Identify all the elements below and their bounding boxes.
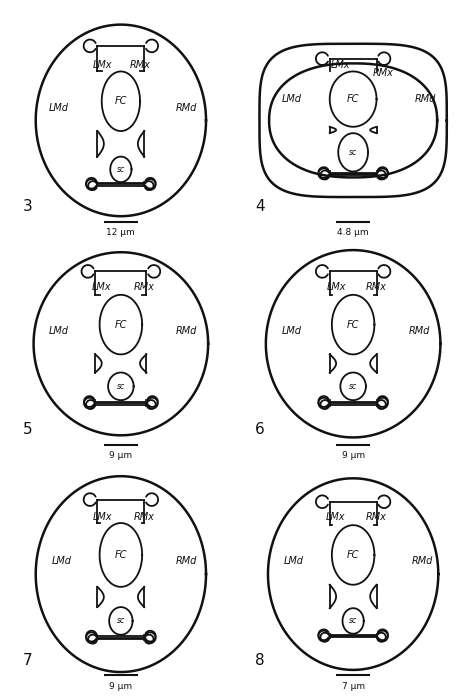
Text: sc: sc [117,165,125,174]
Text: sc: sc [117,616,125,625]
Text: LMd: LMd [49,103,69,112]
Text: LMd: LMd [51,556,71,566]
Text: RMx: RMx [134,512,155,521]
Text: 9 μm: 9 μm [342,452,365,460]
Text: 7 μm: 7 μm [342,682,365,690]
Text: LMx: LMx [326,283,346,292]
Text: sc: sc [117,382,125,391]
Text: 5: 5 [23,422,33,438]
Text: LMd: LMd [283,556,303,566]
Text: 6: 6 [255,422,265,438]
Text: FC: FC [115,96,127,106]
Text: FC: FC [347,94,359,104]
Text: 4: 4 [255,199,265,214]
Text: LMx: LMx [325,512,345,521]
Text: RMx: RMx [134,283,155,292]
Text: 9 μm: 9 μm [109,682,132,690]
Text: RMd: RMd [409,326,430,336]
Text: RMx: RMx [366,512,387,521]
Text: LMx: LMx [92,283,111,292]
Text: RMd: RMd [176,556,198,566]
Text: FC: FC [115,550,127,560]
Text: RMd: RMd [176,326,198,336]
Text: FC: FC [347,320,359,329]
Text: LMx: LMx [93,512,112,521]
Text: 4.8 μm: 4.8 μm [337,228,369,237]
Text: RMd: RMd [411,556,433,566]
Text: RMx: RMx [129,60,150,70]
Text: LMd: LMd [282,94,301,104]
Text: 8: 8 [255,653,265,668]
Text: LMx: LMx [93,60,112,70]
Text: sc: sc [349,148,357,157]
Text: 7: 7 [23,653,33,668]
Text: LMd: LMd [49,326,69,336]
Text: LMd: LMd [282,326,301,336]
Text: RMx: RMx [366,283,387,292]
Text: 9 μm: 9 μm [109,452,132,460]
Text: sc: sc [349,616,357,625]
Text: sc: sc [349,382,357,391]
Text: FC: FC [115,320,127,329]
Text: RMd: RMd [176,103,198,112]
Text: RMd: RMd [415,94,436,104]
Text: RMx: RMx [373,68,393,77]
Text: 3: 3 [23,199,33,214]
Text: LMx: LMx [330,60,350,70]
Text: 12 μm: 12 μm [107,228,135,237]
Text: FC: FC [347,550,359,560]
